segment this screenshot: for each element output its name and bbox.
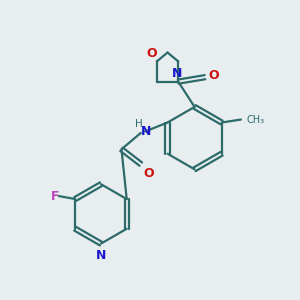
- Text: CH₃: CH₃: [247, 115, 265, 124]
- Text: O: O: [208, 69, 219, 82]
- Text: O: O: [146, 47, 157, 60]
- Text: O: O: [144, 167, 154, 180]
- Text: N: N: [141, 125, 151, 138]
- Text: F: F: [51, 190, 60, 202]
- Text: N: N: [96, 249, 106, 262]
- Text: N: N: [172, 67, 182, 80]
- Text: H: H: [135, 119, 143, 129]
